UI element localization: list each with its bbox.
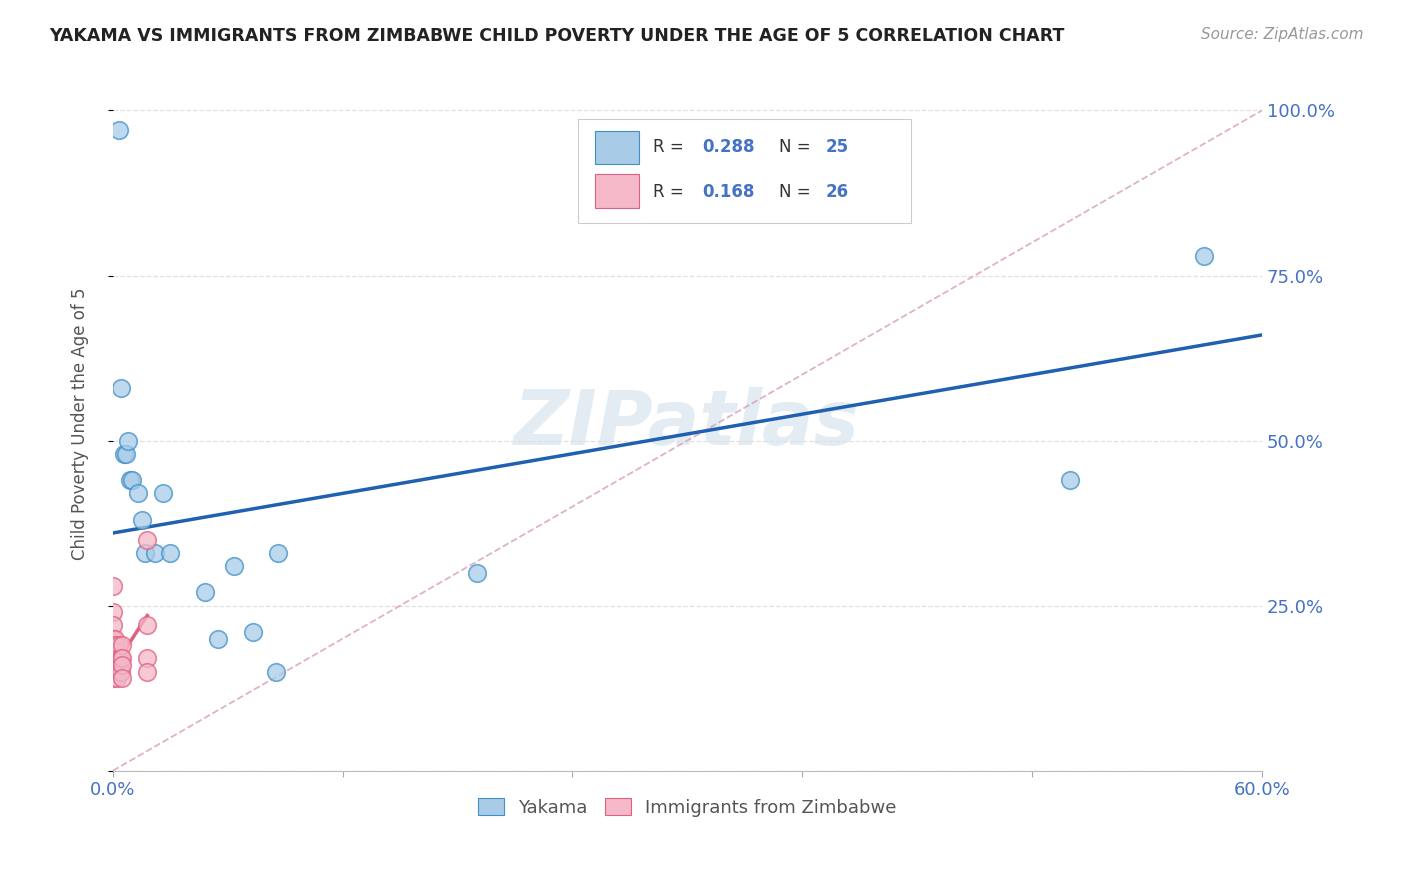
Point bbox=[117, 434, 139, 448]
Point bbox=[120, 473, 142, 487]
Point bbox=[104, 632, 127, 646]
Point bbox=[1059, 473, 1081, 487]
Point bbox=[115, 447, 138, 461]
Point bbox=[105, 658, 128, 673]
Point bbox=[101, 618, 124, 632]
Text: 26: 26 bbox=[825, 183, 848, 201]
Point bbox=[134, 546, 156, 560]
Point bbox=[242, 625, 264, 640]
Point bbox=[101, 658, 124, 673]
Text: R =: R = bbox=[652, 137, 689, 156]
Point bbox=[111, 651, 134, 665]
Point bbox=[107, 123, 129, 137]
Legend: Yakama, Immigrants from Zimbabwe: Yakama, Immigrants from Zimbabwe bbox=[471, 791, 904, 824]
Point bbox=[101, 632, 124, 646]
Text: YAKAMA VS IMMIGRANTS FROM ZIMBABWE CHILD POVERTY UNDER THE AGE OF 5 CORRELATION : YAKAMA VS IMMIGRANTS FROM ZIMBABWE CHILD… bbox=[49, 27, 1064, 45]
Point bbox=[111, 671, 134, 685]
FancyBboxPatch shape bbox=[596, 175, 640, 208]
Point bbox=[465, 566, 488, 580]
Point bbox=[110, 651, 132, 665]
Point bbox=[194, 585, 217, 599]
Point bbox=[107, 638, 129, 652]
Text: 0.288: 0.288 bbox=[703, 137, 755, 156]
FancyBboxPatch shape bbox=[578, 119, 911, 223]
Point bbox=[104, 638, 127, 652]
Point bbox=[136, 533, 159, 547]
Point bbox=[1194, 249, 1216, 263]
Point bbox=[104, 658, 127, 673]
Point bbox=[207, 632, 229, 646]
Point bbox=[107, 651, 129, 665]
Text: 0.168: 0.168 bbox=[703, 183, 755, 201]
Text: 25: 25 bbox=[825, 137, 848, 156]
Point bbox=[152, 486, 174, 500]
Point bbox=[136, 651, 159, 665]
FancyBboxPatch shape bbox=[596, 131, 640, 164]
Text: N =: N = bbox=[779, 183, 815, 201]
Point bbox=[264, 665, 287, 679]
Point bbox=[143, 546, 166, 560]
Point bbox=[105, 645, 128, 659]
Point bbox=[111, 638, 134, 652]
Point bbox=[104, 651, 127, 665]
Point bbox=[127, 486, 149, 500]
Point bbox=[110, 381, 132, 395]
Point bbox=[222, 559, 245, 574]
Text: N =: N = bbox=[779, 137, 815, 156]
Point bbox=[111, 658, 134, 673]
Point bbox=[131, 513, 153, 527]
Point bbox=[112, 447, 135, 461]
Text: R =: R = bbox=[652, 183, 689, 201]
Point bbox=[136, 665, 159, 679]
Point bbox=[136, 618, 159, 632]
Point bbox=[101, 605, 124, 619]
Point bbox=[110, 665, 132, 679]
Point bbox=[101, 671, 124, 685]
Point bbox=[266, 546, 288, 560]
Point bbox=[101, 579, 124, 593]
Text: ZIPatlas: ZIPatlas bbox=[515, 387, 860, 461]
Point bbox=[121, 473, 143, 487]
Point bbox=[101, 645, 124, 659]
Point bbox=[159, 546, 181, 560]
Point bbox=[105, 671, 128, 685]
Text: Source: ZipAtlas.com: Source: ZipAtlas.com bbox=[1201, 27, 1364, 42]
Y-axis label: Child Poverty Under the Age of 5: Child Poverty Under the Age of 5 bbox=[72, 288, 89, 560]
